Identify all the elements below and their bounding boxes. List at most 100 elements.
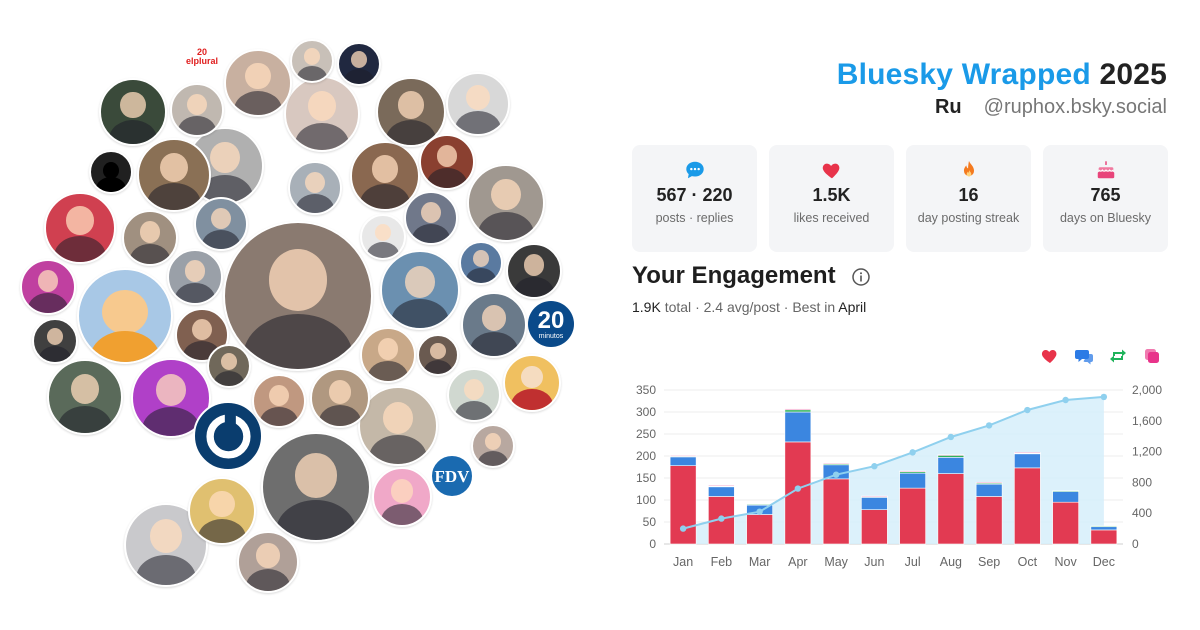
avatar[interactable]	[252, 374, 306, 428]
avatar[interactable]	[99, 78, 167, 146]
avatar[interactable]	[310, 368, 370, 428]
avatar-head	[294, 453, 338, 498]
avatar[interactable]	[358, 386, 438, 466]
avatar[interactable]	[467, 164, 545, 242]
avatar[interactable]	[461, 292, 527, 358]
quote-icon[interactable]	[1142, 346, 1162, 366]
avatar[interactable]	[417, 334, 459, 376]
info-icon[interactable]	[851, 267, 871, 287]
avatar-head	[66, 206, 94, 235]
user-avatar-main[interactable]	[223, 221, 373, 371]
avatar-head	[491, 179, 521, 211]
x-tick-label: Oct	[1018, 555, 1038, 569]
engagement-best-month: April	[838, 299, 867, 315]
avatar[interactable]	[131, 358, 211, 438]
avatar[interactable]	[188, 477, 256, 545]
avatar-shoulders	[391, 299, 449, 328]
avatar[interactable]	[404, 191, 458, 245]
x-tick-label: Jun	[864, 555, 884, 569]
y-tick-label: 250	[636, 427, 656, 441]
year-label: 2025	[1099, 58, 1167, 91]
avatar-shoulders	[233, 90, 283, 115]
avatar-shoulders	[294, 122, 350, 150]
engagement-summary: 1.9K total · 2.4 avg/post · Best in Apri…	[632, 299, 866, 315]
avatar-head	[430, 342, 446, 359]
avatar[interactable]	[447, 368, 501, 422]
avatar[interactable]	[207, 344, 251, 388]
avatar[interactable]	[122, 210, 178, 266]
logo-avatar[interactable]	[193, 401, 263, 471]
cartoon-avatar[interactable]	[77, 268, 173, 364]
cumulative-area-fill	[683, 396, 1104, 544]
avatar[interactable]	[360, 327, 416, 383]
logo-avatar[interactable]: FDV	[430, 454, 474, 498]
bar-replies	[899, 472, 926, 489]
avatar[interactable]	[194, 197, 248, 251]
avatar-shoulders	[359, 183, 411, 209]
bar-quotes	[822, 462, 850, 465]
cat-avatar[interactable]	[89, 150, 133, 194]
page-title: Bluesky Wrapped 2025	[837, 58, 1167, 92]
cumulative-area	[683, 396, 1104, 544]
comic-avatar[interactable]	[503, 354, 561, 412]
avatar[interactable]	[47, 359, 123, 435]
avatar[interactable]	[337, 42, 381, 86]
logo-avatar[interactable]: 20 elplural	[184, 39, 220, 75]
avatar-head	[256, 543, 280, 568]
cumulative-point	[1024, 406, 1031, 414]
avatar[interactable]	[44, 192, 116, 264]
avatar-shoulders	[427, 168, 467, 188]
bar-replies	[1052, 490, 1079, 503]
avatar-head	[305, 172, 325, 193]
avatar-head	[485, 433, 501, 450]
stat-value-days: 765	[1090, 185, 1121, 205]
bar-replies	[784, 411, 812, 443]
avatar[interactable]	[446, 72, 510, 136]
avatar[interactable]	[372, 467, 432, 527]
avatar[interactable]	[376, 77, 446, 147]
avatar[interactable]	[237, 531, 299, 593]
avatar-head	[150, 519, 182, 553]
avatar-shoulders	[455, 111, 501, 134]
avatar[interactable]	[284, 76, 360, 152]
comic-body	[511, 389, 553, 410]
avatar[interactable]	[471, 424, 515, 468]
avatar-shoulders	[275, 499, 357, 540]
avatar[interactable]	[170, 83, 224, 137]
cartoon-body	[90, 330, 160, 362]
cumulative-point	[1100, 393, 1108, 401]
stat-card-likes: 1.5K likes received	[769, 145, 894, 252]
avatar-head	[466, 84, 490, 110]
avatar-shoulders	[147, 183, 201, 210]
avatar[interactable]	[167, 249, 223, 305]
heart-icon[interactable]	[1040, 346, 1060, 366]
avatar-head	[268, 249, 328, 311]
avatar[interactable]	[506, 243, 562, 299]
reply-icon[interactable]	[1074, 346, 1094, 366]
user-handle[interactable]: @ruphox.bsky.social	[983, 96, 1167, 118]
avatar[interactable]	[459, 241, 503, 285]
avatar[interactable]	[20, 259, 76, 315]
avatar[interactable]	[32, 318, 78, 364]
avatar[interactable]	[288, 161, 342, 215]
logo-avatar[interactable]: 20 minutos	[528, 301, 574, 347]
minutos-logo: 20 minutos	[538, 308, 565, 340]
bar-likes	[746, 514, 773, 545]
avatar[interactable]	[350, 141, 420, 211]
repost-icon[interactable]	[1108, 346, 1128, 366]
avatar[interactable]	[261, 432, 371, 542]
bar-replies	[708, 486, 735, 497]
avatar[interactable]	[360, 214, 406, 260]
avatar[interactable]	[290, 39, 334, 83]
x-tick-label: Jul	[905, 555, 921, 569]
comic-head	[521, 365, 543, 389]
stat-card-streak: 16 day posting streak	[906, 145, 1031, 252]
avatar-head	[70, 373, 100, 405]
avatar[interactable]	[419, 134, 475, 190]
avatar[interactable]	[380, 250, 460, 330]
avatar[interactable]	[137, 138, 211, 212]
avatar-head	[328, 380, 352, 404]
avatar-cloud: FDV 20 minutos 20 elplural	[20, 39, 574, 593]
avatar[interactable]	[224, 49, 292, 117]
avatar-head	[221, 353, 237, 370]
